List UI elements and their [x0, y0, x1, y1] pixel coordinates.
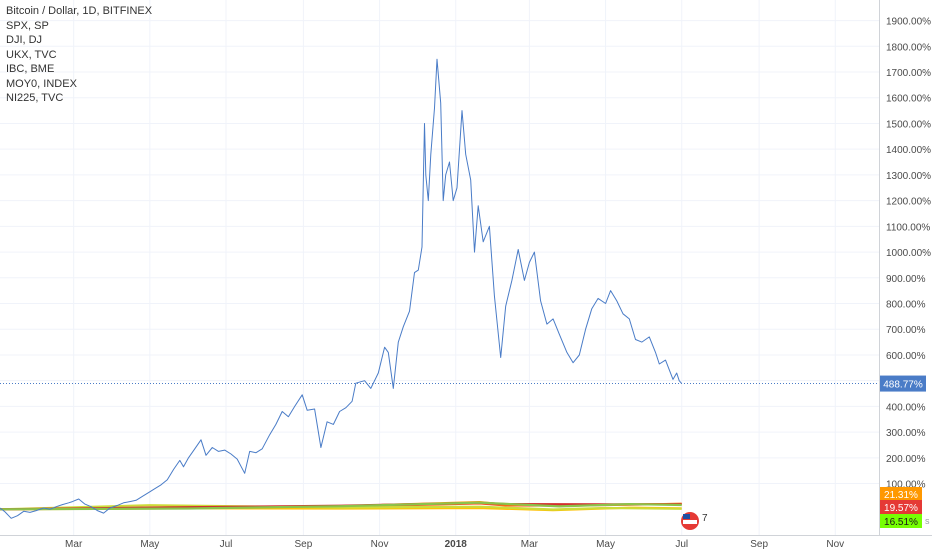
x-tick-label: Mar [65, 539, 83, 550]
time-scale[interactable]: Mar May Jul Sep Nov 2018 Mar May Jul Sep Nov [65, 539, 844, 550]
y-tick-label: 1500.00% [886, 119, 931, 130]
x-tick-label: Sep [750, 539, 768, 550]
last-value-tag [880, 375, 926, 392]
legend-item[interactable]: SPX, SP [6, 19, 49, 32]
y-tick-label: 300.00% [886, 428, 926, 439]
settings-symbol[interactable]: s [925, 516, 930, 526]
price-scale[interactable]: 100.00%200.00%300.00%400.00%500.00%600.0… [886, 17, 931, 491]
scale-value-label: 19.57% [884, 503, 918, 514]
x-tick-label: Sep [295, 539, 313, 550]
events-badge[interactable]: 7 [681, 512, 708, 530]
y-tick-label: 700.00% [886, 325, 926, 336]
y-tick-label: 900.00% [886, 274, 926, 285]
y-tick-label: 1600.00% [886, 94, 931, 105]
scale-value-tag [880, 487, 922, 501]
scale-value-tag [880, 500, 922, 514]
flag-stripe [683, 520, 697, 524]
y-tick-label: 1200.00% [886, 197, 931, 208]
series-line-ibc [0, 504, 682, 511]
chart-legend: Bitcoin / Dollar, 1D, BITFINEX SPX, SP DJI… [6, 4, 152, 106]
last-value-label: 488.77% [883, 380, 923, 391]
x-tick-label: May [140, 539, 159, 550]
legend-item[interactable]: MOY0, INDEX [6, 77, 77, 90]
vertical-gridlines [73, 0, 836, 535]
horizontal-gridlines [0, 20, 879, 485]
y-tick-label: 1700.00% [886, 68, 931, 79]
y-tick-label: 200.00% [886, 454, 926, 465]
series-line-ni225 [0, 501, 682, 511]
legend-item[interactable]: UKX, TVC [6, 48, 57, 61]
x-tick-label: Jul [220, 539, 233, 550]
scale-value-tag [880, 514, 922, 528]
legend-item[interactable]: NI225, TVC [6, 92, 64, 104]
y-tick-label: 1000.00% [886, 248, 931, 259]
y-tick-label: 1100.00% [886, 222, 930, 233]
scale-value-label: 16.51% [884, 517, 918, 528]
y-tick-label: 100.00% [886, 480, 926, 491]
y-tick-label: 400.00% [886, 402, 926, 413]
y-tick-label: 1900.00% [886, 17, 931, 28]
flag-canton [683, 514, 690, 519]
series-layer [0, 58, 683, 519]
events-count: 7 [702, 513, 708, 524]
y-tick-label: 1800.00% [886, 42, 931, 53]
scale-value-label: 21.31% [884, 490, 918, 501]
x-tick-label: Nov [826, 539, 844, 550]
series-line-bitcoin-dollar [0, 58, 683, 519]
y-tick-label: 600.00% [886, 351, 926, 362]
legend-item[interactable]: IBC, BME [6, 63, 55, 75]
x-tick-label: May [596, 539, 615, 550]
legend-item[interactable]: DJI, DJ [6, 34, 43, 46]
x-tick-label: 2018 [445, 539, 468, 550]
x-tick-label: Jul [675, 539, 688, 550]
y-tick-label: 800.00% [886, 300, 926, 311]
x-tick-label: Nov [371, 539, 389, 550]
x-tick-label: Mar [521, 539, 539, 550]
y-tick-label: 1300.00% [886, 171, 931, 182]
legend-item[interactable]: Bitcoin / Dollar, 1D, BITFINEX [6, 5, 153, 17]
y-tick-label: 1400.00% [886, 145, 931, 156]
scale-value-labels: 488.77% 21.31% 19.57% 16.51% [880, 375, 926, 528]
